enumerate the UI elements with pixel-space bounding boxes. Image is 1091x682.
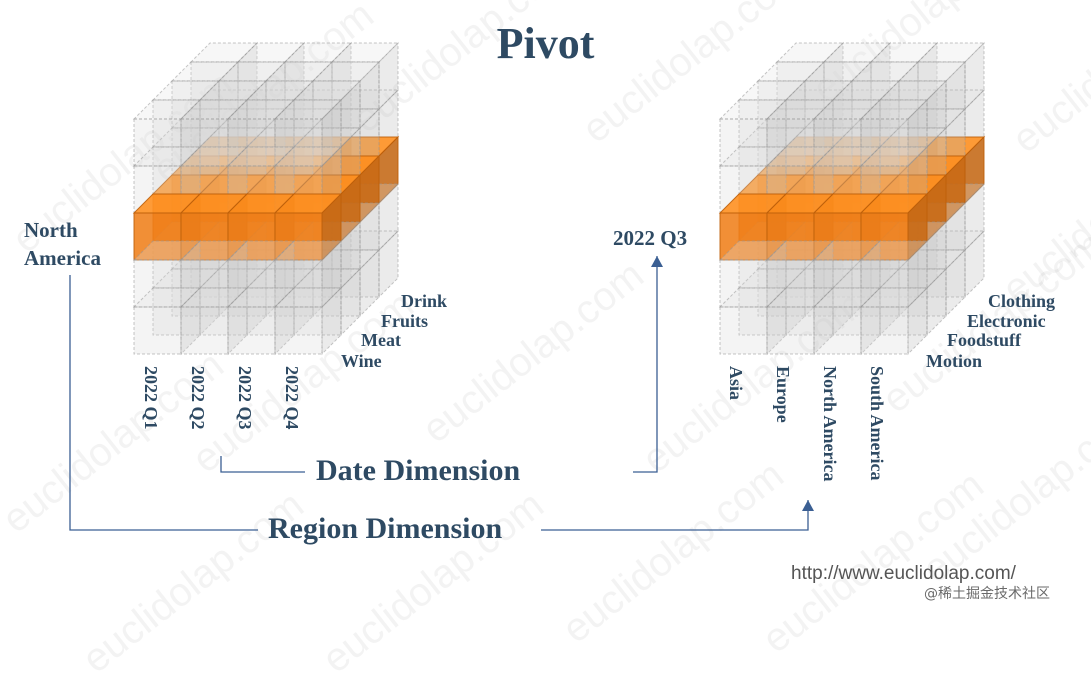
cube-cell-front	[860, 306, 909, 355]
cube-cell-side	[359, 201, 380, 271]
website-url[interactable]: http://www.euclidolap.com/	[791, 563, 1016, 584]
right-depth-label-foodstuff: Foodstuff	[947, 330, 1022, 350]
right-depth-label-motion: Motion	[926, 351, 982, 371]
cube-cell-side	[340, 267, 361, 337]
right-depth-label-electronic: Electronic	[967, 311, 1046, 331]
cube-cell-side	[378, 182, 399, 252]
right-column-label-north-america: North America	[820, 366, 840, 482]
region-dimension-arrow-arrowhead	[802, 500, 814, 511]
cube-cell-side	[378, 229, 399, 299]
cube-cell-side	[926, 220, 947, 290]
right-depth-label-clothing: Clothing	[988, 291, 1056, 311]
slide-title: Pivot	[496, 19, 595, 68]
date-dimension-arrow	[633, 256, 658, 473]
cube-cell-side	[340, 79, 361, 149]
cube-cell-front	[180, 306, 229, 355]
cube-cell-front	[766, 306, 815, 355]
right-highlight-label: 2022 Q3	[613, 226, 688, 250]
cube-cell-side	[964, 182, 985, 252]
cube-cell-side	[926, 79, 947, 149]
right-column-label-south-america: South America	[867, 366, 887, 481]
left-column-label-q1: 2022 Q1	[141, 366, 161, 430]
cube-diagram	[69, 41, 986, 531]
cube-cell-side	[945, 201, 966, 271]
left-depth-label-wine: Wine	[341, 351, 382, 371]
left-depth-label-meat: Meat	[361, 330, 401, 350]
left-depth-label-drink: Drink	[401, 291, 448, 311]
cube-cell-side	[964, 41, 985, 111]
right-column-label-europe: Europe	[773, 366, 793, 423]
cube-cell-side	[321, 239, 342, 309]
cube-cell-side	[359, 248, 380, 318]
cube-cell-front	[274, 306, 323, 355]
left-depth-label-fruits: Fruits	[381, 311, 428, 331]
cube-cell-side	[907, 98, 928, 168]
cube-cell-front	[133, 306, 182, 355]
cube-cell-side	[945, 60, 966, 130]
cube-cell-front	[227, 306, 276, 355]
cube-cell-front	[719, 306, 768, 355]
cube-cell-side	[964, 229, 985, 299]
region-dimension-connector	[69, 275, 258, 531]
cube-cell-side	[359, 60, 380, 130]
cube-cell-side	[907, 239, 928, 309]
cube-cell-front	[813, 306, 862, 355]
source-credit: @稀土掘金技术社区	[924, 586, 1050, 602]
cube-cell-side	[378, 41, 399, 111]
right-column-label-asia: Asia	[726, 366, 746, 401]
left-column-label-q3: 2022 Q3	[235, 366, 255, 430]
date-dimension-arrow-arrowhead	[651, 256, 663, 267]
cube-cell-side	[321, 286, 342, 356]
cube-cell-side	[907, 286, 928, 356]
cube-cell-side	[926, 267, 947, 337]
left-column-label-q4: 2022 Q4	[282, 366, 302, 430]
left-column-label-q2: 2022 Q2	[188, 366, 208, 430]
date-dimension-label: Date Dimension	[316, 454, 521, 487]
region-dimension-arrow	[541, 500, 809, 531]
cube-cell-side	[321, 98, 342, 168]
left-highlight-label: North America	[24, 218, 101, 270]
region-dimension-label: Region Dimension	[268, 512, 503, 545]
cube-cell-side	[340, 220, 361, 290]
date-dimension-connector	[220, 456, 305, 473]
cube-cell-side	[945, 248, 966, 318]
